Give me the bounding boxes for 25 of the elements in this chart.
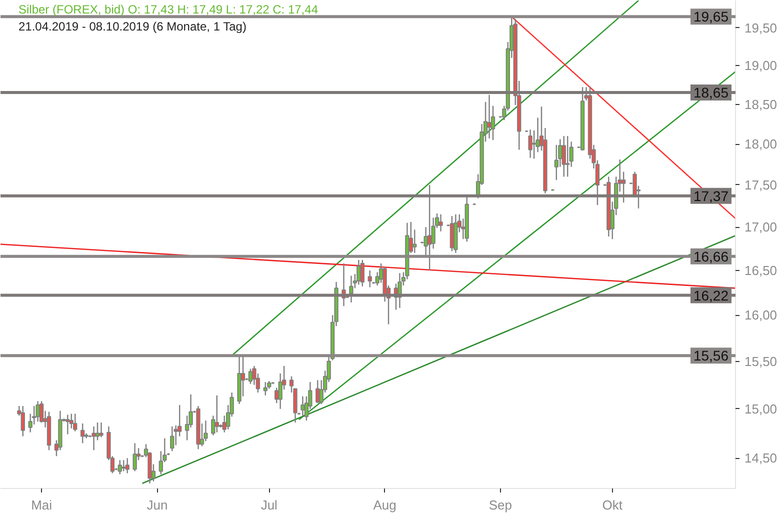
y-tick-label: 14,50 [744,450,778,466]
ref-line-label: 17,37 [693,188,729,204]
x-tick-label: Sep [488,498,512,512]
ref-line-label: 19,65 [693,8,729,25]
y-tick-label: 19,50 [744,20,778,36]
x-tick-label: Aug [373,498,396,512]
ref-line-label: 16,66 [693,248,729,264]
y-tick-label: 17,50 [744,177,778,192]
text: 21.04.2019 - 08.10.2019 (6 Monate, 1 Tag) [18,20,246,34]
y-tick-label: 16,00 [744,308,778,323]
x-tick-label: Okt [602,498,623,512]
y-tick-label: 18,00 [744,136,778,152]
ref-line-label: 16,22 [693,287,729,304]
chart-title: Silber (FOREX, bid) O: 17,43 H: 17,49 L: 17,22 C: 17,44 [18,2,318,16]
ref-line-label: 15,56 [693,348,729,364]
ref-line-label: 18,65 [693,84,729,101]
x-tick-label: Jul [260,498,278,512]
x-tick-label: Mai [31,498,52,512]
y-tick-label: 19,00 [744,58,778,74]
y-tick-label: 18,50 [744,96,778,112]
y-tick-label: 16,50 [744,262,778,278]
y-tick-label: 15,00 [744,401,778,416]
y-tick-label: 17,00 [744,220,778,235]
x-tick-label: Jun [146,498,168,512]
y-tick-label: 15,50 [744,354,778,369]
